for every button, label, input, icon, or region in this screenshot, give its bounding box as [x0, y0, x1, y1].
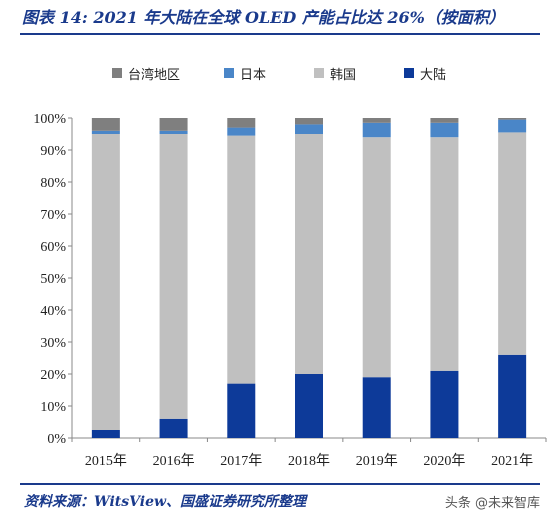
x-tick-label: 2016年: [153, 453, 195, 469]
bar-segment: [159, 134, 188, 419]
legend-swatch: [314, 68, 324, 78]
legend-item: 台湾地区: [112, 62, 180, 84]
bar-segment: [91, 130, 120, 134]
y-tick-label: 70%: [40, 208, 66, 223]
y-tick-label: 50%: [40, 272, 66, 287]
x-tick-label: 2017年: [220, 453, 262, 469]
legend-swatch: [224, 68, 234, 78]
bar-segment: [91, 118, 120, 131]
y-tick-label: 20%: [40, 368, 66, 383]
x-tick-label: 2020年: [423, 453, 465, 469]
y-tick-label: 10%: [40, 400, 66, 415]
legend-item: 日本: [224, 62, 266, 84]
bar-segment: [91, 430, 120, 438]
bar-segment: [295, 118, 323, 125]
chart-legend: 台湾地区 日本 韩国 大陆: [112, 62, 532, 84]
source-rule: [20, 483, 540, 485]
bar-segment: [498, 118, 527, 120]
x-tick-label: 2015年: [85, 453, 127, 469]
legend-label: 台湾地区: [128, 67, 181, 83]
bar-segment: [430, 122, 459, 138]
bar-segment: [362, 137, 391, 378]
bar-segment: [91, 134, 120, 430]
figure-title: 图表 14: 2021 年大陆在全球 OLED 产能占比达 26%（按面积）: [22, 8, 505, 27]
legend-item: 大陆: [404, 62, 446, 84]
bar-segment: [295, 124, 323, 134]
x-tick-label: 2019年: [356, 453, 398, 469]
x-tick-label: 2021年: [491, 453, 533, 469]
bar-segment: [430, 370, 459, 438]
title-rule: [20, 33, 540, 35]
bar-segment: [362, 377, 391, 438]
bar-segment: [159, 418, 188, 438]
y-tick-label: 80%: [40, 176, 66, 191]
y-tick-label: 0%: [47, 432, 66, 447]
bar-segment: [498, 119, 527, 133]
legend-label: 日本: [240, 67, 267, 83]
bar-segment: [430, 137, 459, 371]
y-tick-label: 30%: [40, 336, 66, 351]
legend-swatch: [404, 68, 414, 78]
watermark: 头条 @未来智库: [444, 496, 540, 511]
bar-segment: [227, 118, 256, 128]
legend-item: 韩国: [314, 62, 356, 84]
bar-segment: [159, 118, 188, 131]
bar-segment: [227, 135, 256, 384]
legend-label: 韩国: [330, 67, 357, 83]
bar-segment: [498, 354, 527, 438]
bar-segment: [430, 118, 459, 123]
bar-segment: [295, 134, 323, 374]
bar-segment: [227, 383, 256, 438]
y-tick-label: 100%: [33, 112, 66, 127]
legend-swatch: [112, 68, 122, 78]
bar-segment: [362, 118, 391, 123]
bar-segment: [498, 132, 527, 355]
source-note: 资料来源：WitsView、国盛证券研究所整理: [24, 494, 307, 510]
bar-segment: [159, 130, 188, 134]
bar-segment: [227, 127, 256, 136]
y-tick-label: 40%: [40, 304, 66, 319]
x-tick-label: 2018年: [288, 453, 330, 469]
bar-segment: [295, 374, 323, 438]
legend-label: 大陆: [420, 67, 447, 83]
y-tick-label: 60%: [40, 240, 66, 255]
y-tick-label: 90%: [40, 144, 66, 159]
bar-segment: [362, 122, 391, 138]
